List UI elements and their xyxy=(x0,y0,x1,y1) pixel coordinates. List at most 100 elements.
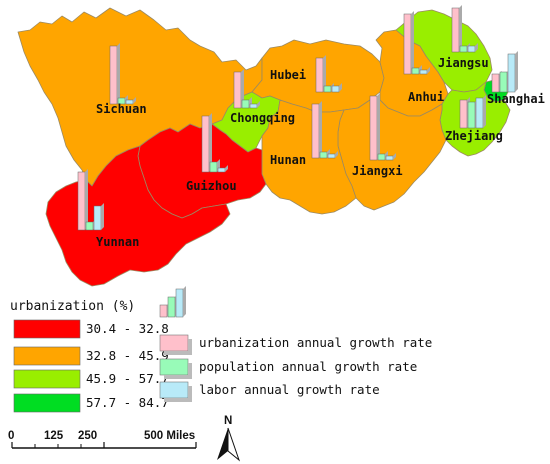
legend-class-0: 30.4 - 32.8 xyxy=(13,319,169,339)
labor-bar xyxy=(249,103,258,109)
swatch-shadow xyxy=(164,351,192,355)
scale-label-0: 0 xyxy=(8,430,14,442)
region-label-jiangsu: Jiangsu xyxy=(438,56,489,70)
region-label-chongqing: Chongqing xyxy=(230,111,295,125)
urbanization-bar-side xyxy=(85,169,88,230)
north-arrow-right xyxy=(227,427,241,462)
region-label-yunnan: Yunnan xyxy=(96,235,139,249)
bar-legend-glyph xyxy=(159,286,186,318)
labor-bar xyxy=(327,153,336,159)
swatch-shadow xyxy=(188,386,192,402)
population-bar xyxy=(467,101,476,129)
scale-label-250: 250 xyxy=(78,430,97,442)
population-bar xyxy=(85,221,94,231)
urbanization-bar-side xyxy=(209,113,212,172)
urbanization-bar xyxy=(77,171,86,231)
population-bar xyxy=(319,151,328,159)
urbanization-bar-side xyxy=(241,69,244,108)
bar-glyph-jiangsu xyxy=(451,5,478,53)
legend-title: urbanization (%) xyxy=(10,299,135,314)
legend-class-2: 45.9 - 57.7 xyxy=(13,369,169,389)
region-label-hunan: Hunan xyxy=(270,153,306,167)
urbanization-bar xyxy=(109,45,118,105)
bar-glyph-zhejiang xyxy=(459,95,486,129)
bar-glyph-hubei xyxy=(315,55,342,93)
north-arrow-icon: N xyxy=(217,415,241,462)
bar-legend-item-1: population annual growth rate xyxy=(159,358,417,379)
urbanization-bar xyxy=(369,95,378,161)
labor-bar-side xyxy=(515,51,518,92)
labor-bar-side xyxy=(133,97,136,104)
bar-legend-swatch xyxy=(159,334,189,352)
labor-bar xyxy=(467,45,476,53)
labor-bar xyxy=(507,53,516,93)
bar-glyph-yunnan xyxy=(77,169,104,231)
population-bar xyxy=(377,153,386,161)
bar-glyph-sichuan xyxy=(109,43,136,105)
legend-glyph-bar-1 xyxy=(167,296,176,318)
region-labels: Sichuan Chongqing Hubei Hunan Anhui Jian… xyxy=(96,56,545,249)
bar-legend-label: population annual growth rate xyxy=(199,359,417,374)
legend-swatch xyxy=(13,369,81,389)
urbanization-bar-side xyxy=(459,5,462,52)
legend-label: 57.7 - 84.7 xyxy=(86,395,169,410)
urbanization-bar-side xyxy=(319,101,322,158)
bar-glyph-anhui xyxy=(403,11,430,75)
north-arrow-label: N xyxy=(224,415,232,427)
legend-class-3: 57.7 - 84.7 xyxy=(13,393,169,413)
bar-legend-item-0: urbanization annual growth rate xyxy=(159,334,432,355)
urbanization-bar-side xyxy=(323,55,326,92)
north-arrow-left xyxy=(217,428,228,460)
labor-bar xyxy=(385,155,394,161)
region-label-anhui: Anhui xyxy=(408,90,444,104)
labor-bar-side xyxy=(475,43,478,52)
labor-bar xyxy=(217,167,226,173)
region-label-jiangxi: Jiangxi xyxy=(352,164,403,178)
labor-bar-side xyxy=(101,203,104,230)
urbanization-bar-side xyxy=(411,11,414,74)
region-label-shanghai: Shanghai xyxy=(487,92,545,106)
scale-label-125: 125 xyxy=(44,430,64,442)
legend-glyph-bar-0 xyxy=(159,304,168,318)
regions-layer xyxy=(17,7,511,287)
bar-glyph-chongqing xyxy=(233,69,260,109)
population-bar xyxy=(499,71,508,93)
legend-glyph-bar-2-side xyxy=(183,286,186,317)
labor-bar xyxy=(475,97,484,129)
labor-bar xyxy=(331,85,340,93)
labor-bar-side xyxy=(393,153,396,160)
legend-label: 32.8 - 45.9 xyxy=(86,348,169,363)
swatch-shadow xyxy=(164,398,192,402)
population-bar xyxy=(209,161,218,173)
urbanization-bar-side xyxy=(117,43,120,104)
labor-bar xyxy=(93,205,102,231)
swatch-shadow xyxy=(164,375,192,379)
bar-glyph-hunan xyxy=(311,101,338,159)
urbanization-bar xyxy=(459,99,468,129)
labor-bar-side xyxy=(335,151,338,158)
legend-label: 30.4 - 32.8 xyxy=(86,321,169,336)
urbanization-bar xyxy=(233,71,242,109)
region-yunnan xyxy=(45,145,231,287)
bar-legend-swatch xyxy=(159,381,189,399)
bar-glyph-shanghai xyxy=(491,51,518,93)
bar-legend: urbanization annual growth rate populati… xyxy=(159,286,432,402)
labor-bar-side xyxy=(427,67,430,74)
labor-bar-side xyxy=(257,101,260,108)
urbanization-bar xyxy=(491,73,500,93)
legend-class-1: 32.8 - 45.9 xyxy=(13,346,169,366)
labor-bar xyxy=(419,69,428,75)
labor-bar-side xyxy=(339,83,342,92)
population-bar xyxy=(411,67,420,75)
legend-swatch xyxy=(13,319,81,339)
region-label-hubei: Hubei xyxy=(270,68,306,82)
population-bar xyxy=(241,99,250,109)
urbanization-bar xyxy=(403,13,412,75)
urbanization-legend: urbanization (%) 30.4 - 32.8 32.8 - 45.9… xyxy=(10,299,169,413)
swatch-shadow xyxy=(188,363,192,379)
scale-label-500: 500 Miles xyxy=(144,430,195,442)
population-bar xyxy=(323,85,332,93)
region-label-guizhou: Guizhou xyxy=(186,179,237,193)
legend-glyph-bar-2 xyxy=(175,288,184,318)
